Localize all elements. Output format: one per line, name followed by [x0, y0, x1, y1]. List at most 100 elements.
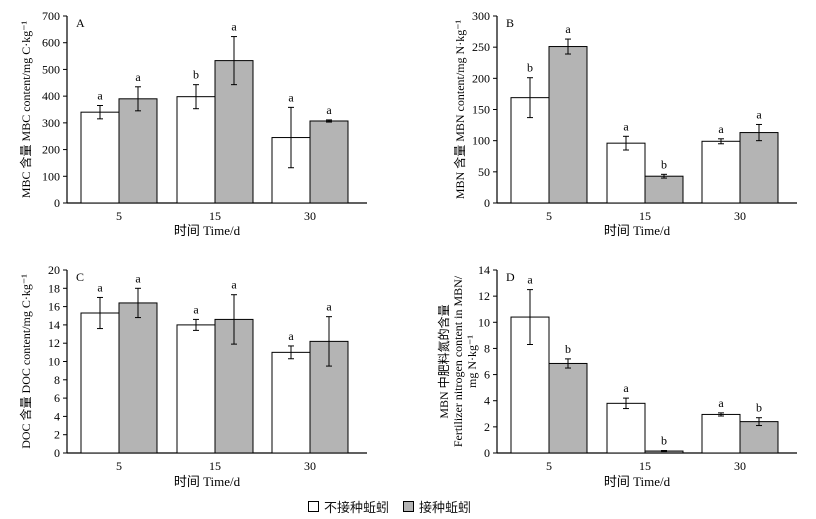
panel-d-y-tick-label: 6 [484, 368, 490, 382]
panel-b-y-axis-label: MBN 含量 MBN content/mg N·kg⁻¹ [452, 19, 467, 199]
panel-d-y-tick-label: 12 [478, 289, 490, 303]
panel-b-significance-letter: b [661, 157, 667, 171]
panel-b-x-tick-label: 30 [734, 209, 746, 223]
panel-b-y-tick-label: 100 [472, 134, 490, 148]
panel-a-x-tick-label: 15 [209, 209, 221, 223]
panel-c-y-tick-label: 16 [48, 300, 60, 314]
panel-d-bar-inoculated [548, 362, 588, 454]
legend-item-inoculated: 接种蚯蚓 [403, 497, 471, 516]
panel-b-bar-not-inoculated [606, 142, 646, 204]
panel-c-y-axis-label: DOC 含量 DOC content/mg C·kg⁻¹ [18, 274, 33, 449]
panel-a-bar-not-inoculated [80, 111, 120, 204]
panel-d-y-tick-label: 0 [484, 446, 490, 460]
panel-a-letter: A [76, 16, 85, 30]
legend-label-inoculated: 接种蚯蚓 [419, 499, 472, 515]
panel-a-significance-letter: a [231, 20, 237, 34]
panel-b-x-axis-label: 时间 Time/d [604, 223, 671, 238]
panel-c-y-tick-label: 0 [54, 446, 60, 460]
panel-d-y-axis-label-line: MBN 中肥料氮的含量 [436, 304, 451, 418]
panel-d-significance-letter: b [565, 342, 571, 356]
panel-d-significance-letter: a [527, 273, 533, 287]
panel-c-y-tick-label: 20 [48, 263, 60, 277]
panel-c-significance-letter: a [326, 300, 332, 314]
panel-a-bar-inoculated [309, 120, 349, 204]
panel-a-y-tick-label: 0 [54, 196, 60, 210]
panel-b-significance-letter: a [623, 119, 629, 133]
panel-b-y-tick-label: 200 [472, 71, 490, 85]
panel-d-y-tick-label: 14 [478, 263, 490, 277]
panel-b-x-tick-label: 5 [546, 209, 552, 223]
legend: 不接种蚯蚓 接种蚯蚓 [308, 496, 485, 516]
panel-d-significance-letter: a [718, 396, 724, 410]
panel-c-significance-letter: a [193, 302, 199, 316]
panel-c-y-tick-label: 12 [48, 336, 60, 350]
panel-c-x-tick-label: 15 [209, 459, 221, 473]
panel-b-significance-letter: a [718, 122, 724, 136]
panel-b-bar-inoculated [548, 46, 588, 204]
panel-d-significance-letter: b [661, 434, 667, 448]
panel-c-y-tick-label: 14 [48, 318, 60, 332]
panel-a-bar-not-inoculated [176, 96, 216, 204]
panel-d-significance-letter: a [623, 381, 629, 395]
panel-a-significance-letter: a [135, 70, 141, 84]
panel-c-y-tick-label: 2 [54, 428, 60, 442]
panel-c-significance-letter: a [288, 329, 294, 343]
panel-d-y-tick-label: 2 [484, 420, 490, 434]
panel-c-significance-letter: a [135, 271, 141, 285]
panel-d-bar-not-inoculated [701, 413, 741, 454]
panel-d-bar-inoculated [739, 421, 779, 454]
panel-c-x-axis-label: 时间 Time/d [174, 474, 241, 489]
panel-a-y-tick-label: 300 [42, 116, 60, 130]
legend-swatch-not-inoculated [308, 500, 319, 512]
panel-c-letter: C [76, 270, 84, 284]
panel-d-y-tick-label: 4 [484, 394, 490, 408]
panel-c-y-tick-label: 6 [54, 391, 60, 405]
panel-a-y-axis-label: MBC 含量 MBC content/mg C·kg⁻¹ [18, 20, 33, 198]
panel-c-y-tick-label: 18 [48, 281, 60, 295]
panel-d-y-axis-label-line: mg N·kg⁻¹ [465, 335, 479, 388]
panel-a-x-tick-label: 5 [116, 209, 122, 223]
panel-b-y-tick-label: 250 [472, 40, 490, 54]
panel-b-significance-letter: b [527, 61, 533, 75]
panel-b-significance-letter: a [565, 22, 571, 36]
panel-a-significance-letter: b [193, 68, 199, 82]
panel-c-y-tick-label: 8 [54, 373, 60, 387]
panel-a-significance-letter: a [288, 90, 294, 104]
panel-d-x-tick-label: 30 [734, 459, 746, 473]
panel-c-bar-not-inoculated [176, 324, 216, 454]
panel-a-significance-letter: a [97, 88, 103, 102]
panel-a-y-tick-label: 700 [42, 9, 60, 23]
panel-a-y-tick-label: 600 [42, 36, 60, 50]
panel-c-bar-inoculated [118, 302, 158, 454]
panel-b-x-tick-label: 15 [639, 209, 651, 223]
panel-b-bar-inoculated [739, 132, 779, 204]
panel-d-bar-not-inoculated [606, 402, 646, 454]
panel-d-y-tick-label: 8 [484, 341, 490, 355]
panel-a-y-tick-label: 100 [42, 169, 60, 183]
panel-b-letter: B [506, 16, 514, 30]
panel-c-y-tick-label: 4 [54, 409, 60, 423]
panel-d-x-tick-label: 5 [546, 459, 552, 473]
panel-c-significance-letter: a [97, 280, 103, 294]
panel-d-letter: D [506, 270, 515, 284]
panel-a-x-tick-label: 30 [304, 209, 316, 223]
panel-d-y-tick-label: 10 [478, 315, 490, 329]
panel-b-y-tick-label: 0 [484, 196, 490, 210]
panel-a-significance-letter: a [326, 103, 332, 117]
panel-b-significance-letter: a [756, 107, 762, 121]
panel-b-y-tick-label: 50 [478, 165, 490, 179]
panel-a-y-tick-label: 200 [42, 143, 60, 157]
panel-a-y-tick-label: 400 [42, 89, 60, 103]
panel-b-y-tick-label: 150 [472, 103, 490, 117]
panel-c-y-tick-label: 10 [48, 355, 60, 369]
panel-a-y-tick-label: 500 [42, 62, 60, 76]
panel-d-significance-letter: b [756, 401, 762, 415]
panel-c-bar-not-inoculated [80, 312, 120, 454]
legend-item-not-inoculated: 不接种蚯蚓 [308, 497, 389, 516]
panel-a-x-axis-label: 时间 Time/d [174, 223, 241, 238]
panel-b-bar-inoculated [644, 175, 684, 204]
panel-c-bar-not-inoculated [271, 351, 311, 454]
panel-c-x-tick-label: 30 [304, 459, 316, 473]
legend-swatch-inoculated [403, 500, 415, 512]
